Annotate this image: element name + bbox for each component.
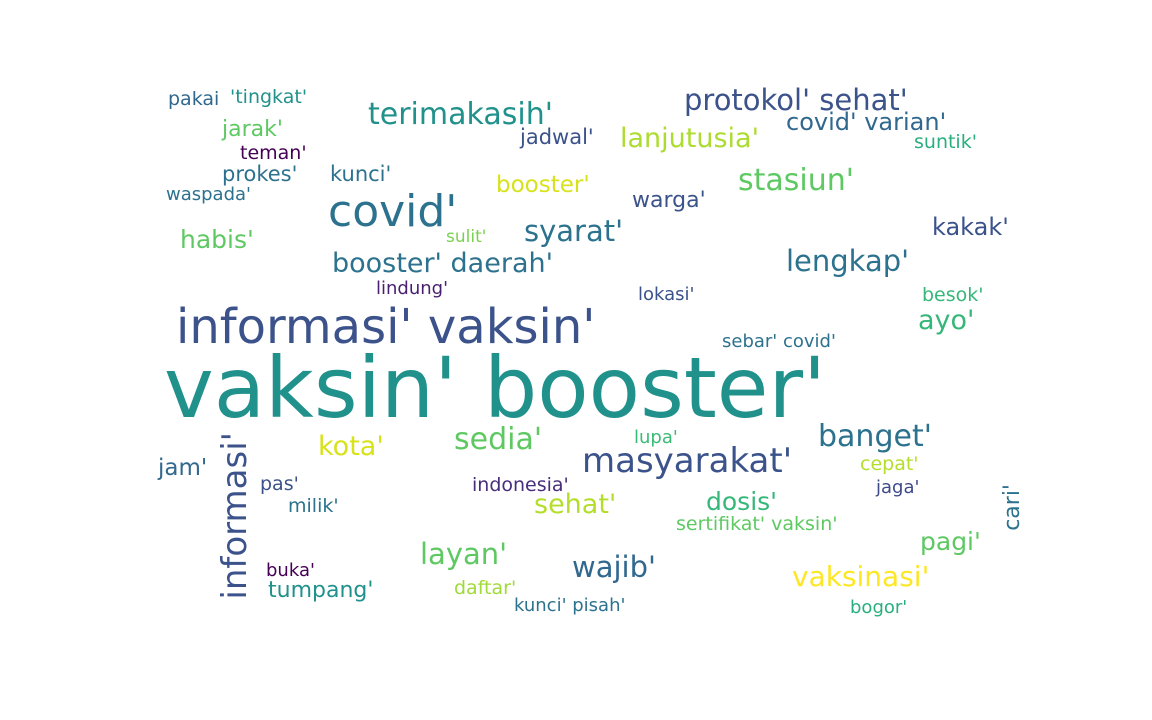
word-cari-vertical: cari': [1000, 484, 1025, 531]
word-tingkat: 'tingkat': [230, 86, 308, 108]
word-wajib: wajib': [572, 550, 656, 584]
word-jarak: jarak': [222, 117, 283, 142]
word-pakai: pakai: [168, 88, 220, 110]
word-indonesia: indonesia': [472, 474, 569, 496]
word-protokol-sehat: protokol' sehat': [684, 83, 908, 117]
word-jaga: jaga': [876, 477, 920, 498]
word-sehat: sehat': [534, 489, 617, 520]
word-kota: kota': [318, 431, 384, 462]
word-informasi-vertical: informasi': [215, 432, 255, 600]
word-jadwal: jadwal': [520, 125, 594, 149]
word-booster-small: booster': [496, 172, 590, 198]
word-layan: layan': [420, 537, 508, 571]
word-vaksin-booster: vaksin' booster': [164, 339, 827, 437]
word-informasi-vaksin: informasi' vaksin': [176, 299, 596, 355]
word-dosis: dosis': [706, 487, 778, 516]
word-besok: besok': [922, 284, 984, 306]
word-cepat: cepat': [860, 453, 919, 475]
word-kunci-pisah: kunci' pisah': [514, 595, 626, 616]
word-covid-large: covid': [328, 186, 458, 237]
word-buka: buka': [266, 560, 315, 581]
word-bogor: bogor': [850, 597, 908, 618]
word-sulit: sulit': [446, 227, 487, 247]
word-sedia: sedia': [454, 422, 543, 457]
word-daftar: daftar': [454, 577, 517, 599]
word-jam: jam': [158, 455, 208, 481]
word-lokasi: lokasi': [638, 284, 695, 305]
word-prokes: prokes': [222, 162, 298, 186]
word-syarat: syarat': [524, 214, 624, 248]
word-lengkap: lengkap': [786, 244, 910, 278]
word-lanjutusia: lanjutusia': [620, 123, 760, 154]
word-sertifikat-vaksin: sertifikat' vaksin': [676, 513, 838, 535]
word-kakak: kakak': [932, 213, 1009, 241]
word-habis: habis': [180, 225, 254, 254]
word-suntik: suntik': [914, 131, 977, 153]
word-pas: pas': [260, 473, 299, 495]
word-stasiun: stasiun': [738, 163, 855, 198]
word-covid-varian: covid' varian': [786, 108, 947, 136]
word-sebar-covid: sebar' covid': [722, 331, 836, 352]
word-teman: teman': [240, 142, 307, 164]
word-pagi: pagi': [920, 527, 981, 556]
word-terimakasih: terimakasih': [368, 97, 553, 132]
word-warga: warga': [632, 188, 706, 213]
word-waspada: waspada': [166, 184, 251, 205]
word-milik: milik': [288, 495, 339, 517]
word-kunci: kunci': [330, 162, 392, 186]
word-vaksinasi: vaksinasi': [792, 560, 930, 593]
word-tumpang: tumpang': [268, 578, 374, 603]
word-lindung: lindung': [376, 278, 449, 299]
word-lupa: lupa': [634, 427, 678, 448]
word-booster-daerah: booster' daerah': [332, 248, 554, 279]
word-ayo: ayo': [918, 305, 975, 336]
word-masyarakat: masyarakat': [582, 441, 793, 481]
word-banget: banget': [818, 419, 932, 454]
